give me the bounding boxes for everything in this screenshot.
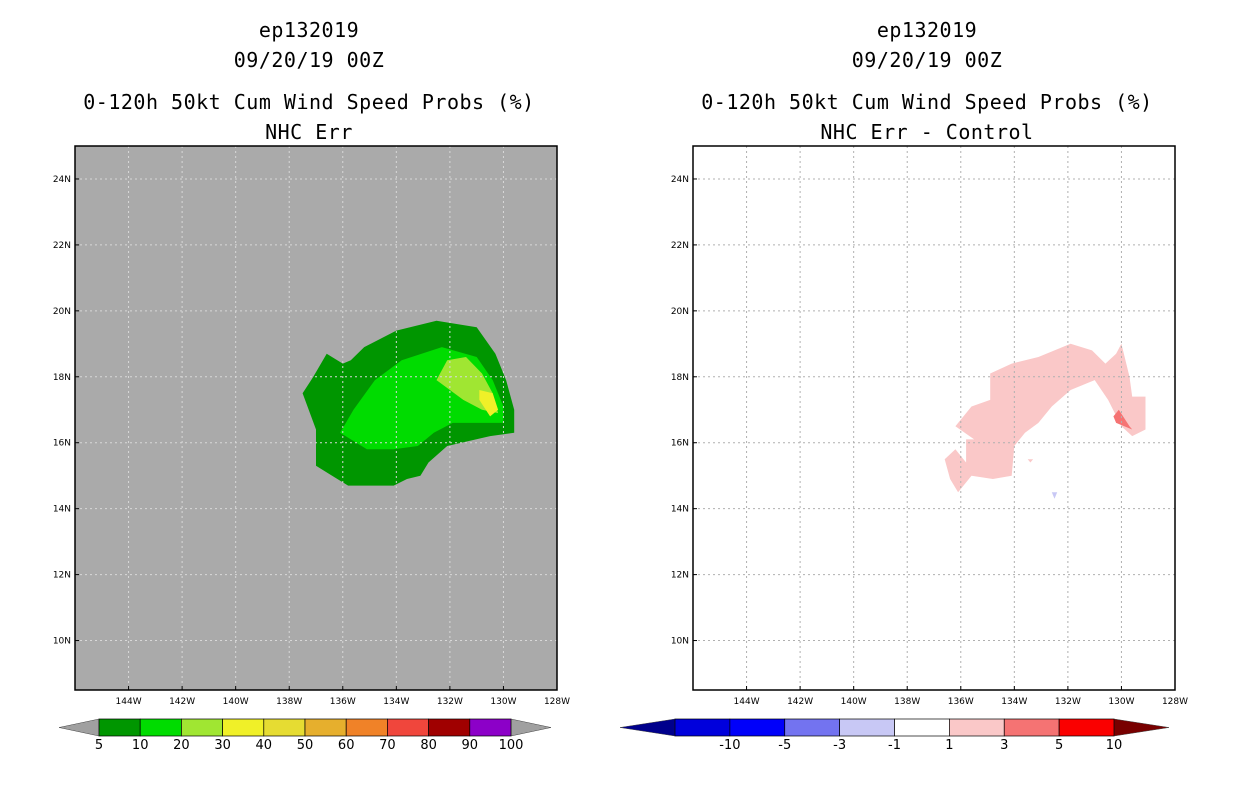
y-tick-label: 12N bbox=[671, 571, 689, 581]
x-tick-label: 128W bbox=[544, 697, 570, 707]
colorbar-swatch bbox=[949, 718, 1005, 737]
y-tick-label: 14N bbox=[671, 505, 689, 515]
colorbar-swatch bbox=[729, 718, 786, 737]
colorbar-label: 80 bbox=[420, 738, 437, 753]
colorbar-swatch bbox=[894, 718, 950, 737]
colorbar-label: 1 bbox=[945, 738, 953, 753]
x-tick-label: 134W bbox=[383, 697, 409, 707]
y-tick-label: 20N bbox=[671, 307, 689, 317]
colorbar-swatch bbox=[263, 718, 306, 737]
contour-region bbox=[1027, 459, 1034, 463]
colorbar-swatch bbox=[345, 718, 388, 737]
contour-region bbox=[1113, 409, 1133, 430]
x-tick-label: 140W bbox=[841, 697, 867, 707]
colorbar-swatch bbox=[784, 718, 840, 737]
y-tick-label: 20N bbox=[53, 307, 71, 317]
y-tick-label: 10N bbox=[53, 637, 71, 647]
x-tick-label: 142W bbox=[169, 697, 195, 707]
colorbar-label: -1 bbox=[888, 738, 901, 753]
colorbar-label: 50 bbox=[297, 738, 314, 753]
x-tick-label: 138W bbox=[894, 697, 920, 707]
plot-background bbox=[693, 146, 1175, 690]
y-tick-label: 16N bbox=[53, 439, 71, 449]
y-tick-label: 22N bbox=[671, 241, 689, 251]
map-plot: 144W 142W 140W 138W 136W 134W 132W 130W 128W 24N 2… bbox=[53, 145, 570, 753]
chart-title: 0-120h 50kt Cum Wind Speed Probs (%) bbox=[701, 90, 1153, 114]
colorbar-swatch bbox=[98, 718, 141, 737]
x-tick-label: 138W bbox=[276, 697, 302, 707]
contour-region bbox=[479, 390, 499, 417]
colorbar-label: 90 bbox=[462, 738, 479, 753]
colorbar-label: 30 bbox=[214, 738, 231, 753]
colorbar-swatch bbox=[222, 718, 265, 737]
colorbar-label: 10 bbox=[1106, 738, 1123, 753]
x-tick-label: 140W bbox=[223, 697, 249, 707]
datetime: 09/20/19 00Z bbox=[233, 48, 385, 72]
colorbar-label: -3 bbox=[833, 738, 846, 753]
colorbar-arrow-left bbox=[58, 718, 100, 737]
y-tick-label: 24N bbox=[53, 175, 71, 185]
colorbar-swatch bbox=[304, 718, 347, 737]
y-tick-label: 18N bbox=[53, 373, 71, 383]
colorbar-swatch bbox=[181, 718, 223, 737]
y-tick-label: 16N bbox=[671, 439, 689, 449]
y-tick-label: 24N bbox=[671, 175, 689, 185]
colorbar-swatch bbox=[469, 718, 512, 737]
colorbar-label: 3 bbox=[1000, 738, 1008, 753]
contour-region bbox=[1051, 492, 1058, 499]
chart-title: 0-120h 50kt Cum Wind Speed Probs (%) bbox=[83, 90, 535, 114]
x-tick-label: 130W bbox=[1108, 697, 1134, 707]
x-tick-label: 136W bbox=[948, 697, 974, 707]
colorbar-swatch bbox=[387, 718, 429, 737]
colorbar-label: 60 bbox=[338, 738, 355, 753]
colorbar-swatch bbox=[1003, 718, 1060, 737]
storm-id: ep132019 bbox=[258, 18, 360, 42]
colorbar-label: -5 bbox=[778, 738, 791, 753]
left-panel: ep132019 09/20/19 00Z 0-120h 50kt Cum Wi… bbox=[53, 18, 570, 753]
x-tick-label: 130W bbox=[490, 697, 516, 707]
chart-subtitle: NHC Err - Control bbox=[820, 120, 1034, 144]
y-tick-label: 22N bbox=[53, 241, 71, 251]
colorbar-label: 100 bbox=[499, 738, 524, 753]
contour-region bbox=[944, 343, 1146, 493]
map-plot: 144W 142W 140W 138W 136W 134W 132W 130W 128W 24N 2… bbox=[619, 145, 1188, 753]
colorbar-label: 40 bbox=[256, 738, 273, 753]
colorbar-label: 10 bbox=[132, 738, 149, 753]
colorbar-swatch bbox=[139, 718, 182, 737]
x-tick-label: 144W bbox=[116, 697, 142, 707]
colorbar-swatch bbox=[1058, 718, 1115, 737]
colorbar-label: -10 bbox=[719, 738, 740, 753]
colorbar-label: 5 bbox=[95, 738, 103, 753]
colorbar-label: 20 bbox=[173, 738, 190, 753]
colorbar-swatch bbox=[839, 718, 895, 737]
x-tick-label: 144W bbox=[734, 697, 760, 707]
storm-id: ep132019 bbox=[876, 18, 978, 42]
plot-frame bbox=[74, 145, 558, 691]
colorbar-arrow-right bbox=[510, 718, 552, 737]
x-tick-label: 132W bbox=[1055, 697, 1081, 707]
y-tick-label: 14N bbox=[53, 505, 71, 515]
colorbar-arrow-right bbox=[1113, 718, 1170, 737]
right-panel: ep132019 09/20/19 00Z 0-120h 50kt Cum Wi… bbox=[618, 0, 1236, 800]
y-tick-label: 10N bbox=[671, 637, 689, 647]
x-tick-label: 128W bbox=[1162, 697, 1188, 707]
x-tick-label: 132W bbox=[437, 697, 463, 707]
x-tick-label: 136W bbox=[330, 697, 356, 707]
y-tick-label: 18N bbox=[671, 373, 689, 383]
plot-frame bbox=[692, 145, 1176, 691]
colorbar-label: 70 bbox=[379, 738, 396, 753]
x-tick-label: 134W bbox=[1001, 697, 1027, 707]
x-tick-label: 142W bbox=[787, 697, 813, 707]
colorbar-arrow-left bbox=[619, 718, 676, 737]
colorbar-swatch bbox=[428, 718, 471, 737]
chart-subtitle: NHC Err bbox=[265, 120, 353, 144]
colorbar-label: 5 bbox=[1055, 738, 1063, 753]
colorbar-swatch bbox=[674, 718, 731, 737]
datetime: 09/20/19 00Z bbox=[851, 48, 1003, 72]
y-tick-label: 12N bbox=[53, 571, 71, 581]
